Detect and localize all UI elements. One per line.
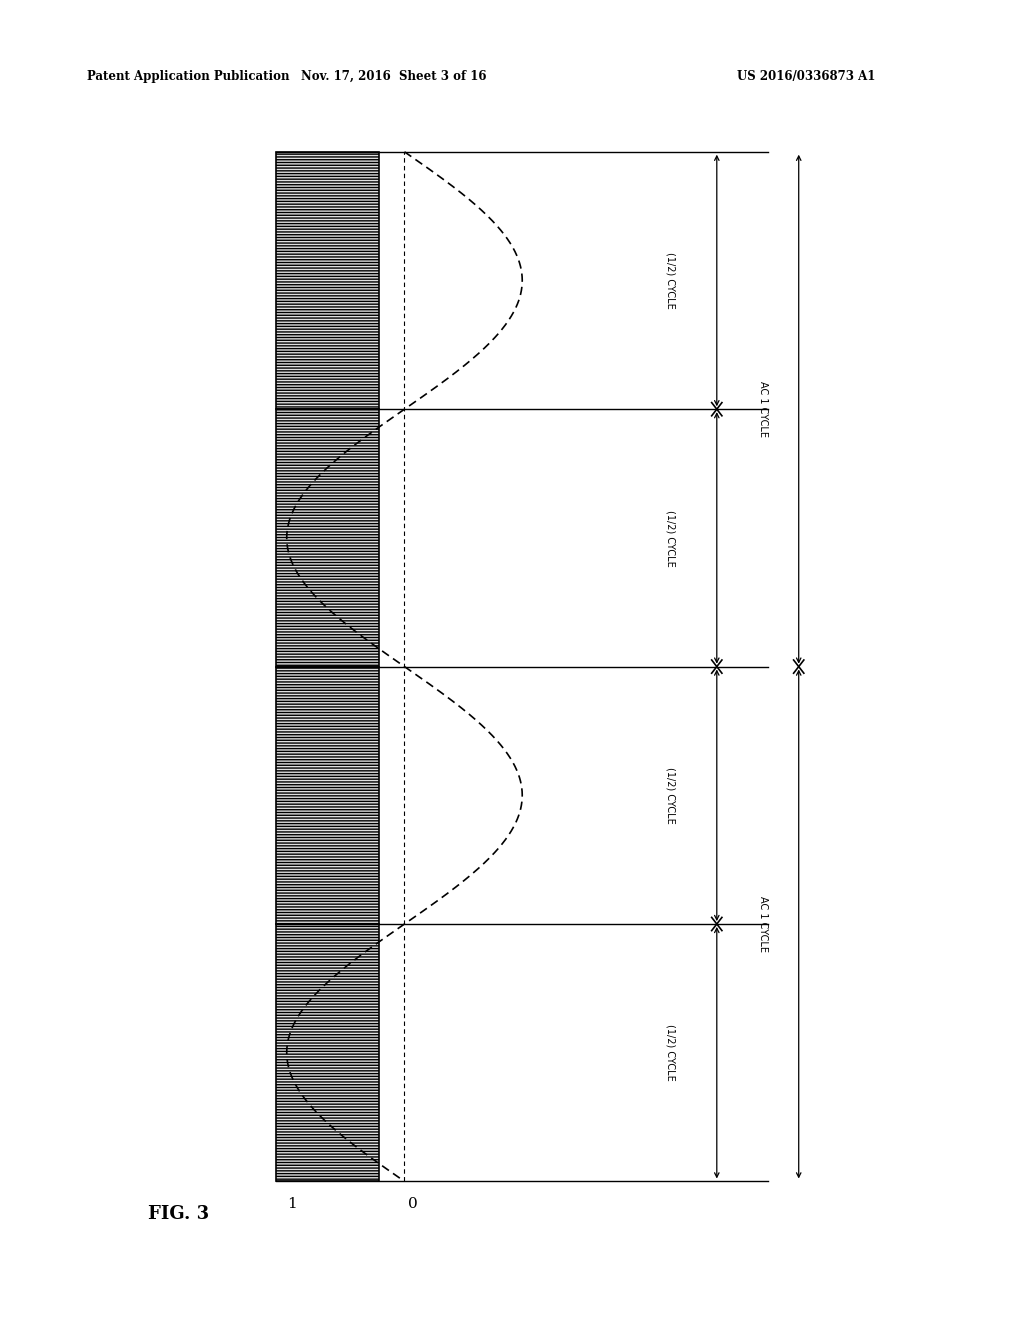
Text: (1/2) CYCLE: (1/2) CYCLE — [666, 510, 676, 566]
Text: (1/2) CYCLE: (1/2) CYCLE — [666, 1024, 676, 1081]
Text: AC 1 CYCLE: AC 1 CYCLE — [758, 381, 768, 437]
Bar — [276, 152, 379, 409]
Text: Patent Application Publication: Patent Application Publication — [87, 70, 290, 83]
Text: FIG. 3: FIG. 3 — [148, 1205, 210, 1224]
Bar — [276, 409, 379, 667]
Text: (1/2) CYCLE: (1/2) CYCLE — [666, 252, 676, 309]
Text: Nov. 17, 2016  Sheet 3 of 16: Nov. 17, 2016 Sheet 3 of 16 — [301, 70, 487, 83]
Text: 0: 0 — [408, 1197, 418, 1212]
Bar — [276, 924, 379, 1181]
Text: US 2016/0336873 A1: US 2016/0336873 A1 — [737, 70, 876, 83]
Text: (1/2) CYCLE: (1/2) CYCLE — [666, 767, 676, 824]
Bar — [276, 667, 379, 924]
Text: 1: 1 — [287, 1197, 297, 1212]
Text: AC 1 CYCLE: AC 1 CYCLE — [758, 896, 768, 952]
